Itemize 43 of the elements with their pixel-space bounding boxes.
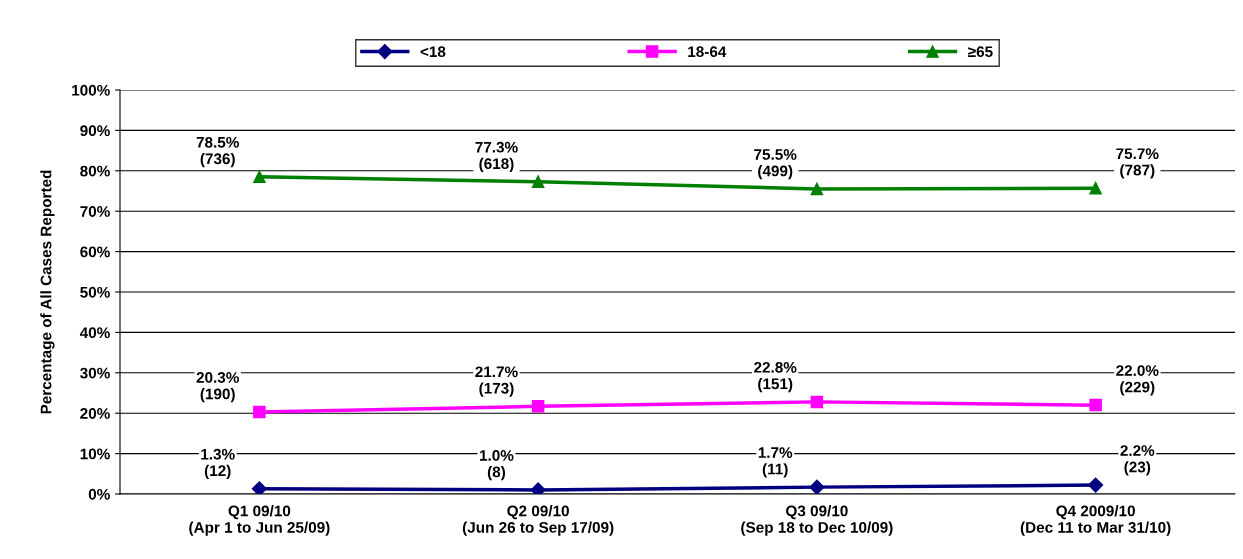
data-label: 21.7% (173) xyxy=(475,366,518,397)
data-label: 1.7% (11) xyxy=(758,447,793,478)
point xyxy=(253,405,266,419)
data-label: 22.8% (151) xyxy=(754,361,797,393)
y-tick-label: 90% xyxy=(80,125,110,137)
data-label: 1.0% (8) xyxy=(480,450,514,481)
point xyxy=(810,395,824,409)
point xyxy=(253,170,266,184)
y-tick-label: 60% xyxy=(80,246,110,258)
data-label: 78.5% (736) xyxy=(196,136,239,168)
point xyxy=(531,175,545,188)
point xyxy=(1089,181,1102,195)
y-tick-label: 0% xyxy=(88,488,110,500)
data-label: 2.2% (23) xyxy=(1120,445,1155,476)
point xyxy=(531,400,545,413)
data-label: 1.3% (12) xyxy=(201,448,235,480)
point xyxy=(1088,477,1104,493)
data-label: 77.3% (618) xyxy=(475,141,518,173)
x-tick-label: Q2 09/10 (Jun 26 to Sep 17/09) xyxy=(462,505,614,536)
x-tick-label: Q4 2009/10 (Dec 11 to Mar 31/10) xyxy=(1020,505,1171,536)
legend-label: <18 xyxy=(420,46,446,58)
point xyxy=(810,182,824,196)
y-tick-label: 100% xyxy=(72,84,110,96)
y-tick-label: 20% xyxy=(80,408,110,419)
data-label: 75.7% (787) xyxy=(1116,148,1159,179)
y-tick-label: 30% xyxy=(80,367,110,379)
y-tick-label: 80% xyxy=(80,165,110,177)
point xyxy=(809,479,825,494)
point xyxy=(1089,398,1102,412)
x-tick-label: Q3 09/10 (Sep 18 to Dec 10/09) xyxy=(741,505,893,536)
y-tick-label: 70% xyxy=(80,206,110,217)
y-tick-label: 50% xyxy=(80,286,110,298)
data-label: 20.3% (190) xyxy=(196,372,239,403)
legend-label: 18-64 xyxy=(688,46,727,58)
point xyxy=(251,481,267,494)
data-label: 22.0% (229) xyxy=(1116,365,1159,396)
y-axis-title: Percentage of All Cases Reported xyxy=(40,170,55,414)
data-label: 75.5% (499) xyxy=(754,149,797,180)
point xyxy=(530,482,546,494)
y-tick-label: 40% xyxy=(79,327,110,339)
legend-label: ≥65 xyxy=(968,46,993,58)
x-tick-label: Q1 09/10 (Apr 1 to Jun 25/09) xyxy=(189,505,330,536)
y-tick-label: 10% xyxy=(80,448,110,460)
